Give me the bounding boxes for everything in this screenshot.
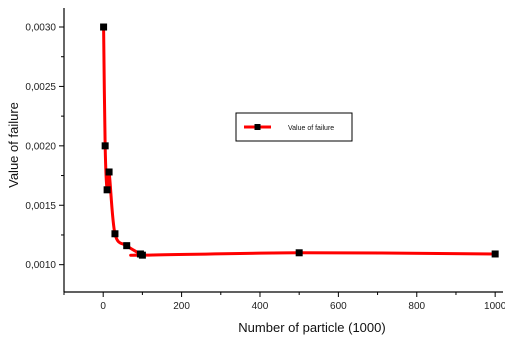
data-point xyxy=(103,186,111,194)
x-tick-label: 0 xyxy=(100,301,106,312)
y-tick-label: 0,0020 xyxy=(25,141,56,152)
y-tick-label: 0,0025 xyxy=(25,82,56,93)
data-point xyxy=(138,251,146,259)
data-point xyxy=(105,168,113,176)
data-point xyxy=(101,142,109,150)
x-axis-label: Number of particle (1000) xyxy=(238,320,385,335)
x-tick-label: 600 xyxy=(330,301,347,312)
data-point xyxy=(123,242,131,250)
y-tick-label: 0,0010 xyxy=(25,260,56,271)
y-tick-label: 0,0030 xyxy=(25,23,56,34)
legend-box xyxy=(235,112,353,142)
legend-label: Value of failure xyxy=(288,125,334,132)
axes: 0 200 400 600 800 1000 0,0010 0,0015 0,0020 0,002… xyxy=(25,8,505,312)
x-tick-label: 800 xyxy=(408,301,425,312)
legend-marker xyxy=(254,124,261,130)
x-tick-label: 200 xyxy=(173,301,190,312)
x-tick-label: 1000 xyxy=(484,301,505,312)
data-point xyxy=(491,250,499,258)
data-point xyxy=(111,230,119,238)
y-axis-label: Value of failure xyxy=(6,102,21,188)
data-point xyxy=(100,23,108,31)
series-layer xyxy=(100,23,499,259)
legend: Value of failure xyxy=(235,112,353,142)
y-tick-label: 0,0015 xyxy=(25,201,56,212)
x-tick-label: 400 xyxy=(252,301,269,312)
data-point xyxy=(295,249,303,257)
